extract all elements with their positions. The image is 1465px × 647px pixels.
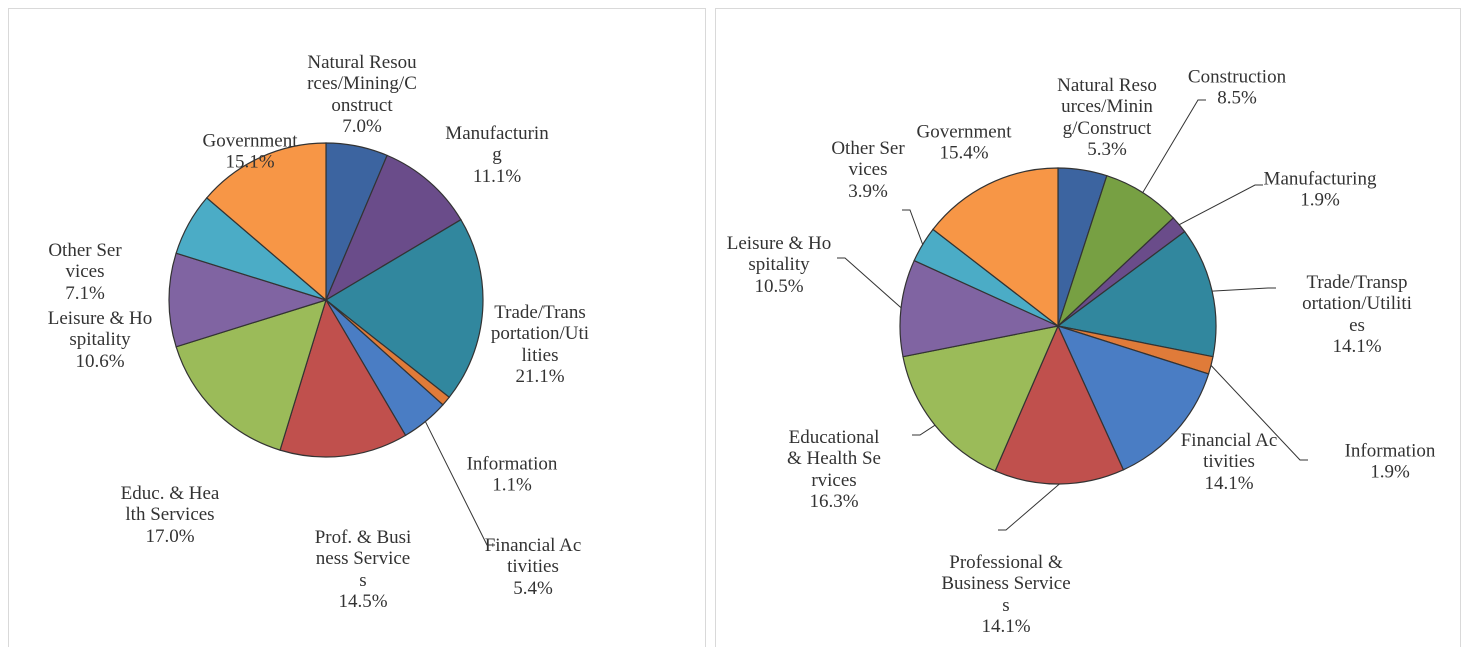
category-label: Financial Activities <box>484 534 582 578</box>
data-label: Other Services 7.1% <box>45 240 125 304</box>
data-label: Educational & Health Services 16.3% <box>784 427 884 513</box>
category-label: Government <box>916 121 1012 143</box>
leader-line <box>837 257 902 309</box>
value-label: 14.1% <box>981 616 1031 638</box>
data-label: Trade/Transportation/Utilities 14.1% <box>1302 272 1412 358</box>
category-label: Leisure & Hospitality <box>726 232 832 276</box>
value-label: 11.1% <box>472 165 522 187</box>
value-label: 3.9% <box>848 180 888 202</box>
data-label: Professional & Business Services 14.1% <box>941 552 1071 638</box>
value-label: 1.1% <box>492 475 532 496</box>
data-label: Construction 8.5% <box>1167 67 1307 110</box>
leader-line <box>1178 184 1263 226</box>
data-label: Information 1.1% <box>447 454 577 497</box>
pie-slice <box>324 218 484 399</box>
value-label: 15.4% <box>939 143 989 164</box>
data-label: Government 15.4% <box>899 122 1029 165</box>
value-label: 14.5% <box>338 591 388 613</box>
pie-slice <box>175 299 327 451</box>
value-label: 14.1% <box>1204 472 1254 494</box>
category-label: Construction <box>1187 66 1287 88</box>
pie-slice <box>1056 230 1217 358</box>
category-label: Natural Resources/Mining/Construct <box>1057 75 1157 139</box>
data-label: Prof. & Business Services 14.5% <box>313 527 413 613</box>
data-label: Other Services 3.9% <box>828 138 908 202</box>
category-label: Information <box>466 453 558 475</box>
value-label: 21.1% <box>515 366 565 388</box>
data-label: Trade/Transportation/Utilities 21.1% <box>490 302 590 388</box>
category-label: Educational & Health Services <box>787 427 881 491</box>
panel <box>715 8 1461 647</box>
pie-slice <box>324 154 462 302</box>
category-label: Manufacturing <box>445 122 549 166</box>
category-label: Educ. & Health Services <box>120 482 220 526</box>
category-label: Trade/Transportation/Utilities <box>490 302 590 366</box>
leader-line <box>998 483 1060 531</box>
category-label: Natural Resources/Mining/Construct <box>307 52 417 116</box>
data-label: Financial Activities 14.1% <box>1179 430 1279 494</box>
category-label: Financial Activities <box>1180 429 1278 473</box>
category-label: Other Services <box>48 239 122 283</box>
value-label: 8.5% <box>1217 88 1257 109</box>
panel <box>8 8 706 647</box>
category-label: Other Services <box>831 137 905 181</box>
pie-slice <box>279 298 407 458</box>
leader-line <box>912 424 936 436</box>
value-label: 14.1% <box>1332 336 1382 358</box>
pie-slice <box>902 325 1060 472</box>
value-label: 7.1% <box>65 282 105 304</box>
leader-line <box>1142 99 1206 193</box>
category-label: Government <box>202 130 298 152</box>
leader-line <box>902 209 924 245</box>
pie-slice <box>1056 325 1210 471</box>
category-label: Leisure & Hospitality <box>47 307 153 351</box>
leader-line <box>424 421 495 546</box>
pie-slice <box>994 324 1125 485</box>
data-label: Financial Activities 5.4% <box>483 535 583 599</box>
data-label: Manufacturing 1.9% <box>1263 169 1378 212</box>
data-label: Leisure & Hospitality 10.5% <box>724 233 834 297</box>
category-label: Trade/Transportation/Utilities <box>1302 272 1412 336</box>
data-label: Manufacturing 11.1% <box>445 123 550 187</box>
value-label: 16.3% <box>809 491 859 513</box>
value-label: 10.6% <box>75 350 125 372</box>
category-label: Professional & Business Services <box>941 552 1071 616</box>
leader-line <box>1210 365 1308 461</box>
data-label: Information 1.9% <box>1330 441 1450 484</box>
value-label: 1.9% <box>1300 190 1340 211</box>
pie-slice <box>205 142 327 302</box>
category-label: Prof. & Business Services <box>314 527 412 591</box>
value-label: 10.5% <box>754 275 804 297</box>
data-label: Government 15.1% <box>185 131 315 174</box>
data-label: Educ. & Health Services 17.0% <box>120 483 220 547</box>
value-label: 5.4% <box>513 577 553 599</box>
value-label: 15.1% <box>225 152 275 173</box>
value-label: 1.9% <box>1370 462 1410 483</box>
data-label: Natural Resources/Mining/Construct 7.0% <box>307 52 417 138</box>
value-label: 5.3% <box>1087 139 1127 161</box>
data-label: Natural Resources/Mining/Construct 5.3% <box>1055 75 1160 161</box>
value-label: 17.0% <box>145 525 195 547</box>
data-label: Leisure & Hospitality 10.6% <box>45 308 155 372</box>
pie-slice <box>168 252 329 348</box>
category-label: Information <box>1344 440 1436 462</box>
leader-line <box>1212 287 1276 292</box>
pie-slice <box>932 167 1059 328</box>
category-label: Manufacturing <box>1263 168 1377 190</box>
value-label: 7.0% <box>342 116 382 138</box>
